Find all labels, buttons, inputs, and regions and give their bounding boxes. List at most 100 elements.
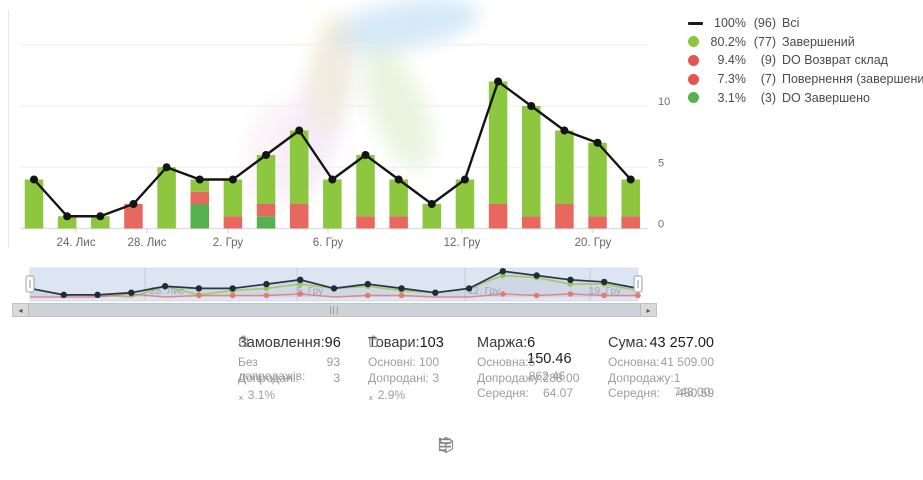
- bar-segment[interactable]: [256, 155, 276, 204]
- bar-segment[interactable]: [190, 191, 210, 204]
- line-point[interactable]: [560, 126, 569, 135]
- legend-count: (7): [760, 72, 776, 87]
- legend-count: (96): [753, 16, 776, 31]
- line-point[interactable]: [96, 212, 105, 221]
- bar-segment[interactable]: [24, 179, 44, 229]
- bar-segment[interactable]: [555, 130, 574, 205]
- line-point[interactable]: [162, 163, 171, 172]
- bar-segment[interactable]: [356, 216, 375, 229]
- line-point[interactable]: [394, 175, 403, 184]
- legend-dot-icon: [688, 92, 704, 104]
- bar-segment[interactable]: [190, 204, 210, 229]
- legend-item[interactable]: 80.2% (77) Завершений: [688, 33, 920, 52]
- stat-row: Основні: 100: [368, 355, 439, 369]
- legend-dot-icon: [688, 36, 704, 48]
- bar-segment[interactable]: [289, 204, 309, 229]
- bar-segment[interactable]: [223, 179, 243, 217]
- bar-segment[interactable]: [588, 142, 607, 217]
- stat-title: Замовлення: 96: [238, 335, 341, 351]
- bar-segment[interactable]: [522, 216, 541, 229]
- line-point[interactable]: [195, 175, 204, 184]
- line-point[interactable]: [427, 200, 436, 208]
- bar-segment[interactable]: [588, 216, 607, 229]
- bar-segment[interactable]: [157, 167, 176, 229]
- bar-segment[interactable]: [488, 81, 508, 205]
- legend-count: (3): [760, 90, 776, 105]
- legend-label: DO Завершено: [782, 90, 870, 105]
- stat-title: Товари: 103: [368, 335, 444, 351]
- bar-segment[interactable]: [256, 204, 276, 217]
- line-point[interactable]: [129, 200, 138, 208]
- stat-column: Маржа: 6 150.46 Основна: 5 862.46 Допродажу:…: [477, 335, 580, 402]
- stat-row: Допродажу: 1 748.00: [608, 370, 711, 399]
- legend-item[interactable]: 3.1% (3) DO Завершено: [688, 88, 920, 107]
- bar-segment[interactable]: [488, 204, 508, 229]
- package-icon[interactable]: [438, 435, 498, 457]
- bar-segment[interactable]: [422, 204, 442, 229]
- stat-row: Середня: 64.07: [477, 386, 573, 400]
- bar-segment[interactable]: [124, 204, 143, 229]
- line-point[interactable]: [626, 175, 635, 184]
- bar-segment[interactable]: [223, 216, 243, 229]
- navigator-date-label: 28. Лис: [150, 286, 184, 297]
- scroll-left-arrow-icon[interactable]: ◂: [13, 304, 28, 316]
- scrollbar-thumb[interactable]: |||: [28, 304, 641, 316]
- bar-segment[interactable]: [356, 155, 375, 217]
- chart-navigator[interactable]: 28. Лис 5. Гру 12. Гру 19. Гру: [25, 267, 643, 302]
- legend-percent: 3.1%: [717, 90, 747, 105]
- y-axis-label: 10: [658, 96, 670, 108]
- bar-segment[interactable]: [389, 179, 408, 217]
- line-point[interactable]: [328, 175, 337, 184]
- legend-label: Завершений: [782, 34, 855, 49]
- x-axis-label: 20. Гру: [575, 237, 612, 249]
- stat-column: Товари: 103 Основні: 100 Допродані: 3 x 2.9%: [368, 335, 444, 403]
- legend-label: DO Возврат склад: [782, 53, 888, 68]
- legend-item[interactable]: 100% (96) Всі: [688, 14, 920, 33]
- bar-segment[interactable]: [190, 179, 210, 192]
- bar-segment[interactable]: [289, 130, 309, 205]
- line-point[interactable]: [30, 175, 38, 184]
- scroll-right-arrow-icon[interactable]: ▸: [641, 304, 656, 316]
- summary-stats: Замовлення: 96 Без допродажів: 93 Допродані:…: [0, 335, 923, 415]
- navigator-date-label: 19. Гру: [589, 286, 621, 297]
- navigator-date-label: 5. Гру: [297, 286, 323, 297]
- line-point[interactable]: [262, 151, 271, 159]
- stat-row: Допродажу: 288.00: [477, 370, 580, 385]
- line-point[interactable]: [63, 212, 72, 221]
- legend-item[interactable]: 9.4% (9) DO Возврат склад: [688, 51, 920, 70]
- line-point[interactable]: [228, 175, 237, 184]
- navigator-drag-handle[interactable]: [25, 275, 35, 293]
- y-axis-label: 5: [658, 157, 664, 169]
- bar-segment[interactable]: [621, 216, 640, 229]
- legend-label: Всі: [782, 16, 800, 31]
- legend-item[interactable]: 7.3% (7) Повернення (завершений): [688, 70, 923, 89]
- bar-segment[interactable]: [621, 179, 640, 217]
- line-point[interactable]: [295, 126, 304, 135]
- bar-segment[interactable]: [91, 216, 110, 229]
- legend-dot-icon: [688, 73, 704, 85]
- legend-percent: 100%: [714, 16, 746, 31]
- bar-segment[interactable]: [323, 179, 342, 229]
- bar-segment[interactable]: [389, 216, 408, 229]
- stat-column: Сума: 43 257.00 Основна: 41 509.00 Допродажу…: [608, 335, 714, 402]
- line-point[interactable]: [494, 77, 503, 86]
- bar-segment[interactable]: [555, 204, 574, 229]
- legend-dot-icon: [688, 54, 704, 66]
- y-axis-label: 0: [658, 219, 664, 231]
- line-point[interactable]: [593, 138, 602, 147]
- bar-segment[interactable]: [455, 179, 475, 229]
- stat-row: Середня: 450.59: [608, 386, 714, 400]
- bar-segment[interactable]: [57, 216, 77, 229]
- x-axis-label: 12. Гру: [444, 237, 481, 249]
- line-point[interactable]: [460, 175, 469, 184]
- legend-count: (77): [753, 34, 776, 49]
- line-point[interactable]: [361, 151, 370, 159]
- legend-percent: 9.4%: [717, 53, 747, 68]
- line-point[interactable]: [527, 102, 536, 110]
- bar-segment[interactable]: [522, 106, 541, 217]
- navigator-drag-handle[interactable]: [633, 275, 643, 293]
- bar-segment[interactable]: [256, 216, 276, 229]
- chart-scrollbar[interactable]: ◂ ||| ▸: [12, 303, 657, 317]
